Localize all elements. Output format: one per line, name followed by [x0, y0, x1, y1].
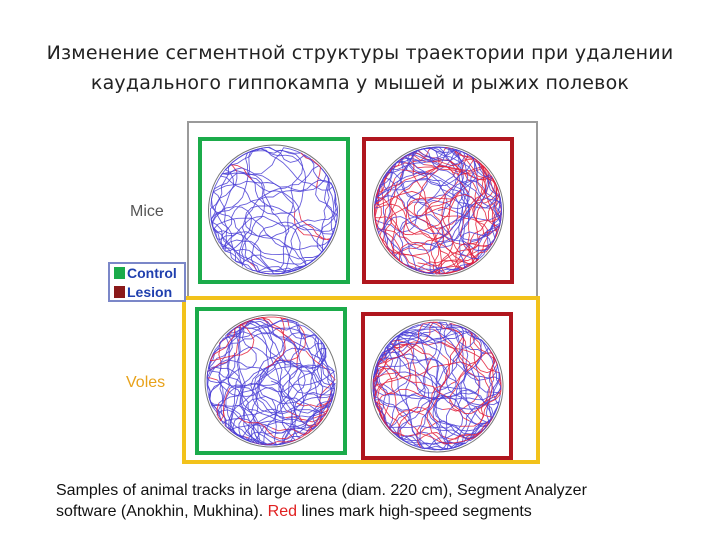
voles-label: Voles	[126, 374, 166, 391]
legend-swatch-lesion	[114, 286, 125, 298]
caption-red-word: Red	[267, 503, 298, 520]
legend-swatch-control	[114, 267, 125, 279]
legend-item-lesion: Lesion	[114, 284, 172, 300]
slide-title-line-1: Изменение сегментной структуры траектори…	[46, 42, 674, 64]
caption-line-2-start: software (Anokhin, Mukhina).	[56, 503, 268, 520]
arena-track-drawing	[370, 319, 504, 453]
mice-control-track-panel	[198, 137, 350, 284]
voles-lesion-track-panel	[361, 312, 513, 460]
slide-title-line-2: каудального гиппокампа у мышей и рыжих п…	[90, 72, 630, 94]
caption-line-2: software (Anokhin, Mukhina). Red lines m…	[56, 501, 706, 522]
legend-item-control: Control	[114, 265, 177, 281]
arena-track-drawing	[204, 314, 338, 448]
legend: Control Lesion	[108, 262, 186, 302]
mice-label: Mice	[130, 203, 164, 220]
mice-lesion-track-panel	[362, 137, 514, 284]
slide-title: Изменение сегментной структуры траектори…	[20, 38, 700, 98]
figure-caption: Samples of animal tracks in large arena …	[56, 480, 706, 522]
arena-track-drawing	[208, 144, 340, 277]
legend-label-control: Control	[127, 265, 177, 281]
voles-control-track-panel	[195, 307, 347, 455]
arena-track-drawing	[372, 144, 504, 277]
caption-line-1: Samples of animal tracks in large arena …	[56, 482, 587, 499]
legend-label-lesion: Lesion	[127, 284, 173, 300]
caption-line-2-end: lines mark high-speed segments	[297, 503, 532, 520]
voles-group-frame	[182, 296, 540, 464]
